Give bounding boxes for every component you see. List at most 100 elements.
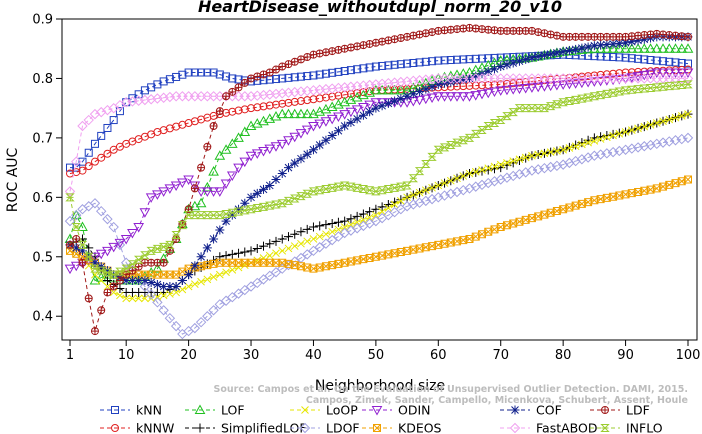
point-knn — [197, 68, 206, 77]
point-inflo — [633, 85, 643, 94]
point-ldf — [559, 32, 568, 41]
point-simplifiedlof — [308, 222, 318, 232]
point-ldf — [596, 32, 605, 41]
point-knn — [615, 53, 624, 62]
point-odin — [145, 193, 157, 203]
point-ldf — [428, 28, 437, 37]
point-knn — [172, 72, 181, 81]
point-odin — [526, 83, 538, 93]
point-knn — [659, 57, 668, 66]
point-inflo — [577, 94, 587, 103]
point-odin — [345, 107, 357, 118]
point-odin — [326, 114, 338, 125]
point-loop — [646, 120, 655, 129]
point-knn — [222, 72, 231, 81]
point-odin — [670, 68, 681, 79]
point-simplifiedlof — [215, 252, 225, 262]
y-tick-label: 0.7 — [32, 131, 53, 146]
point-knnw — [278, 99, 287, 108]
point-fastabod — [89, 108, 101, 120]
point-ldof — [227, 291, 238, 303]
legend-marker — [371, 406, 383, 416]
point-loop — [428, 183, 436, 192]
point-knnw — [484, 80, 493, 89]
point-cof — [365, 107, 375, 117]
point-inflo — [564, 97, 575, 106]
x-tick-label: 100 — [676, 348, 701, 363]
point-inflo — [358, 185, 369, 194]
point-knn — [234, 75, 243, 84]
point-cof — [234, 204, 244, 214]
point-inflo — [121, 264, 131, 273]
point-cof — [152, 280, 162, 290]
x-tick-label: 90 — [617, 348, 634, 363]
series-loop — [66, 110, 692, 303]
point-odin — [482, 88, 494, 99]
point-cof — [602, 40, 612, 50]
point-odin — [301, 125, 313, 136]
point-lof — [383, 84, 394, 95]
point-inflo — [652, 83, 662, 92]
point-fastabod — [71, 156, 82, 167]
point-loop — [459, 172, 468, 180]
legend-item-knnw: kNNW — [100, 421, 174, 434]
point-knn — [78, 157, 87, 166]
point-cof — [614, 38, 624, 48]
point-odin — [457, 92, 469, 102]
point-inflo — [408, 174, 419, 183]
point-odin — [445, 92, 457, 102]
point-knnw — [103, 149, 112, 158]
point-ldof — [158, 305, 169, 316]
point-loop — [659, 117, 667, 126]
point-ldof — [233, 288, 244, 299]
point-ldf — [415, 30, 424, 39]
point-odin — [251, 149, 263, 159]
point-loop — [203, 275, 212, 284]
point-ldof — [245, 281, 257, 292]
point-ldof — [202, 311, 213, 322]
point-odin — [489, 87, 500, 98]
point-ldf — [328, 47, 337, 56]
point-knn — [403, 59, 412, 68]
point-odin — [139, 208, 151, 218]
point-inflo — [614, 87, 625, 96]
point-ldof — [483, 177, 494, 189]
point-fastabod — [77, 120, 88, 132]
point-kdeos — [684, 175, 692, 184]
point-odin — [208, 187, 219, 197]
point-simplifiedlof — [333, 217, 343, 227]
point-ldof — [195, 316, 207, 328]
point-loop — [384, 204, 393, 212]
point-knn — [178, 70, 187, 79]
point-ldof — [270, 267, 282, 278]
point-cof — [227, 210, 237, 220]
point-loop — [484, 164, 493, 173]
point-loop — [297, 239, 305, 248]
point-cof — [446, 77, 456, 87]
point-cof — [308, 145, 318, 155]
legend-marker — [601, 406, 610, 414]
point-ldf — [66, 240, 75, 249]
point-ldf — [353, 42, 362, 51]
point-lof — [295, 108, 307, 119]
legend: kNN kNNW LOF SimplifiedLOF LoOP LDOF ODIN KDEOS… — [100, 403, 663, 434]
point-ldof — [664, 136, 675, 147]
point-loop — [159, 291, 168, 300]
point-loop — [415, 188, 424, 197]
point-fastabod — [64, 186, 76, 197]
legend-item-ldof: LDOF — [290, 421, 360, 434]
legend-label: INFLO — [626, 421, 663, 434]
point-knn — [147, 83, 156, 92]
legend-item-ldf: LDF — [590, 403, 650, 418]
point-loop — [534, 150, 543, 159]
point-inflo — [520, 104, 531, 113]
point-ldof — [170, 320, 182, 332]
point-loop — [571, 142, 580, 151]
point-lof — [226, 138, 238, 148]
point-loop — [627, 126, 636, 135]
point-knnw — [634, 67, 643, 76]
y-tick-label: 0.4 — [32, 310, 53, 325]
point-ldof — [501, 172, 513, 183]
point-inflo — [446, 141, 456, 150]
series-inflo — [65, 80, 693, 279]
